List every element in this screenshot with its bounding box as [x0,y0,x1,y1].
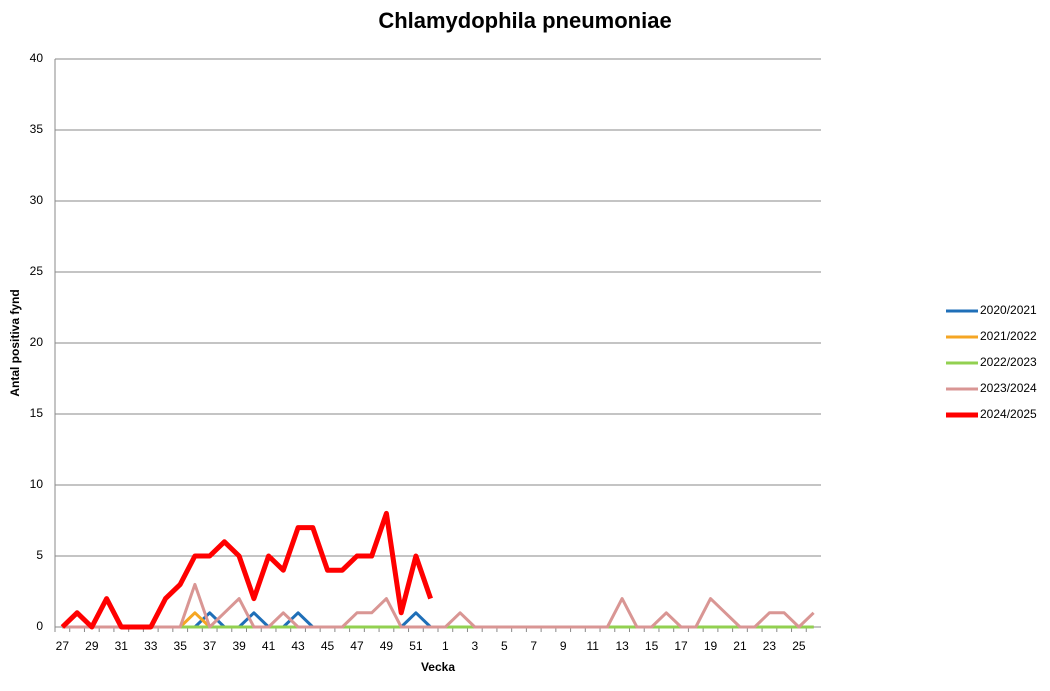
x-tick-label: 3 [471,639,478,653]
x-tick-label: 41 [262,639,276,653]
x-tick-label: 37 [203,639,217,653]
x-tick-label: 31 [115,639,129,653]
x-tick-label: 13 [615,639,629,653]
x-tick-label: 7 [530,639,537,653]
legend-label: 2021/2022 [980,329,1037,343]
x-tick-label: 25 [792,639,806,653]
y-tick-label: 0 [36,619,43,633]
legend-label: 2024/2025 [980,407,1037,421]
x-tick-label: 17 [674,639,688,653]
x-tick-label: 45 [321,639,335,653]
legend-label: 2023/2024 [980,381,1037,395]
y-tick-label: 20 [30,335,44,349]
x-tick-label: 29 [85,639,99,653]
y-tick-label: 40 [30,51,44,65]
y-axis-label: Antal positiva fynd [8,289,22,396]
x-tick-label: 1 [442,639,449,653]
x-tick-label: 21 [733,639,747,653]
x-tick-label: 33 [144,639,158,653]
x-tick-label: 49 [380,639,394,653]
x-tick-label: 39 [232,639,246,653]
x-tick-label: 23 [763,639,777,653]
x-tick-label: 19 [704,639,718,653]
x-tick-label: 27 [56,639,70,653]
y-tick-label: 35 [30,122,44,136]
y-tick-label: 5 [36,548,43,562]
series-line [60,510,433,630]
x-tick-label: 15 [645,639,659,653]
x-tick-label: 43 [291,639,305,653]
x-tick-label: 51 [409,639,423,653]
x-tick-label: 5 [501,639,508,653]
series-line [62,582,815,629]
y-tick-label: 15 [30,406,44,420]
chart-title: Chlamydophila pneumoniae [378,8,671,33]
x-tick-label: 35 [174,639,188,653]
legend-label: 2020/2021 [980,303,1037,317]
x-tick-label: 47 [350,639,364,653]
x-axis-label: Vecka [421,660,455,674]
x-tick-label: 9 [560,639,567,653]
y-tick-label: 30 [30,193,44,207]
x-tick-label: 11 [586,639,599,653]
legend-label: 2022/2023 [980,355,1037,369]
y-tick-label: 10 [30,477,44,491]
y-tick-label: 25 [30,264,44,278]
